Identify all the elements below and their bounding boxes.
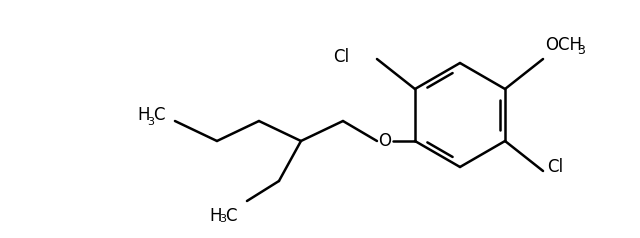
Text: 3: 3 [147,117,154,127]
Text: 3: 3 [577,44,585,56]
Text: H: H [137,106,150,124]
Text: H: H [209,207,221,225]
Text: C: C [153,106,164,124]
Text: 3: 3 [219,214,226,224]
Text: O: O [378,132,392,150]
Text: Cl: Cl [333,48,349,66]
Text: C: C [225,207,236,225]
Text: Cl: Cl [547,158,563,176]
Text: OCH: OCH [545,36,582,54]
